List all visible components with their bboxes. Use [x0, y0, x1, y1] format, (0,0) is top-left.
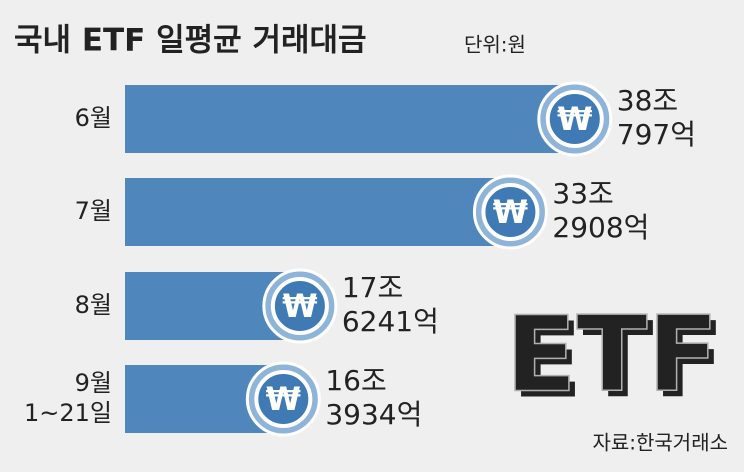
value-label: 2908억 — [552, 211, 649, 244]
won-symbol: ₩ — [557, 100, 592, 138]
source-note: 자료:한국거래소 — [592, 431, 728, 455]
y-tick-label: 7월 — [75, 197, 112, 225]
value-label: 6241억 — [342, 305, 439, 338]
chart-title: 국내 ETF 일평균 거래대금 — [14, 23, 367, 59]
y-tick-label: 9월 — [75, 369, 112, 397]
etf-shadow: ETF — [511, 299, 724, 421]
value-label: 17조 — [342, 271, 403, 304]
won-symbol: ₩ — [493, 193, 528, 231]
y-tick-label: 8월 — [75, 291, 112, 319]
etf-graphic: ETF ETF — [505, 293, 725, 422]
y-tick-label: 1~21일 — [24, 399, 112, 427]
value-label: 38조 — [617, 84, 678, 117]
value-label: 3934억 — [325, 398, 422, 431]
value-label: 33조 — [552, 177, 613, 210]
won-icon — [545, 90, 604, 148]
unit-note: 단위:원 — [464, 33, 526, 57]
won-symbol: ₩ — [266, 380, 301, 418]
y-tick-label: 6월 — [75, 104, 112, 132]
value-label: 16조 — [325, 364, 386, 397]
won-symbol: ₩ — [282, 287, 317, 325]
value-label: 797억 — [617, 118, 696, 151]
won-icon — [481, 183, 540, 241]
etf-text: ETF — [505, 293, 718, 415]
bar — [125, 85, 575, 153]
won-icon — [254, 370, 313, 428]
won-icon — [270, 277, 329, 335]
bar — [125, 178, 511, 246]
